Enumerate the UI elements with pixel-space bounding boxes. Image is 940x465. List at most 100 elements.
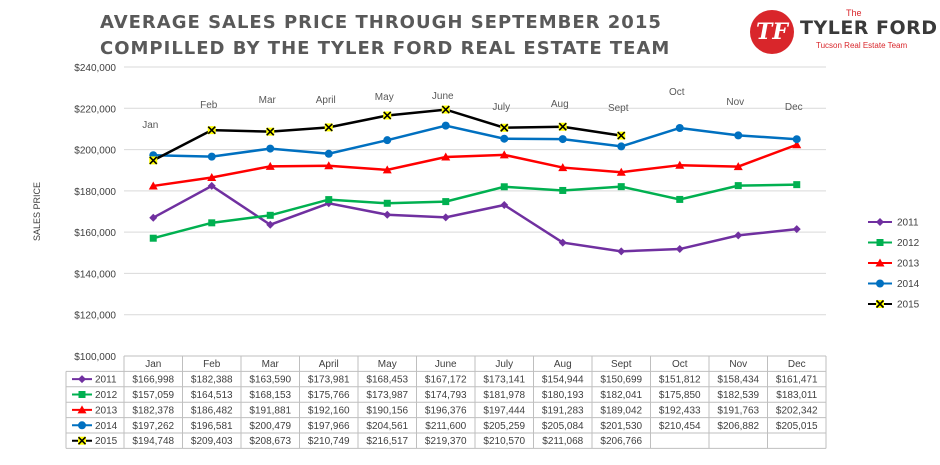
data-point-2015: [207, 126, 216, 135]
table-value-cell: $181,978: [483, 390, 525, 401]
table-value-cell: $173,141: [483, 375, 525, 386]
data-point-2014: [266, 144, 275, 153]
tf-logo-icon: TF: [750, 10, 794, 54]
x-category-label: Aug: [554, 359, 572, 370]
tyler-ford-logo: TF The TYLER FORD Tucson Real Estate Tea…: [750, 8, 937, 58]
table-value-cell: $191,763: [717, 405, 759, 416]
month-annotation: June: [432, 91, 454, 102]
table-series-name: 2013: [95, 405, 118, 416]
data-point-2013: [265, 161, 275, 170]
legend-label: 2011: [897, 218, 919, 229]
data-point-2013: [733, 162, 743, 171]
table-value-cell: $219,370: [425, 436, 467, 447]
table-value-cell: $175,766: [308, 390, 350, 401]
x-category-label: Mar: [262, 359, 280, 370]
series-line-2013: [153, 143, 798, 188]
legend-label: 2012: [897, 238, 920, 249]
legend-marker-2013: [875, 258, 885, 267]
y-tick-label: $240,000: [74, 63, 116, 74]
table-value-cell: $180,193: [542, 390, 584, 401]
table-value-cell: $210,570: [483, 436, 525, 447]
table-value-cell: $202,342: [776, 405, 818, 416]
table-value-cell: $205,084: [542, 421, 584, 432]
data-point-2012: [676, 195, 684, 203]
data-point-2014: [207, 152, 216, 161]
table-value-cell: $166,998: [132, 375, 174, 386]
table-value-cell: $201,530: [600, 421, 642, 432]
table-legend-marker-2011: [78, 375, 86, 384]
table-value-cell: $168,153: [249, 390, 291, 401]
table-value-cell: $192,433: [659, 405, 701, 416]
month-annotation: Aug: [551, 99, 569, 110]
data-point-2013: [441, 152, 451, 161]
y-tick-label: $160,000: [74, 228, 116, 239]
table-series-name: 2015: [95, 436, 118, 447]
chart-title-line-1: AVERAGE SALES PRICE THROUGH SEPTEMBER 20…: [100, 12, 662, 33]
table-legend-marker-2012: [78, 391, 86, 398]
table-value-cell: $173,981: [308, 375, 350, 386]
table-value-cell: $174,793: [425, 390, 467, 401]
table-value-cell: $216,517: [366, 436, 408, 447]
x-category-label: Oct: [672, 359, 688, 370]
table-series-name: 2012: [95, 390, 118, 401]
table-value-cell: $196,376: [425, 405, 467, 416]
table-value-cell: $200,479: [249, 421, 291, 432]
table-value-cell: $168,453: [366, 375, 408, 386]
month-annotation: Sept: [608, 103, 629, 114]
table-legend-marker-2014: [78, 421, 86, 430]
month-annotation: Feb: [200, 100, 218, 111]
table-value-cell: $210,749: [308, 436, 350, 447]
y-tick-label: $220,000: [74, 104, 116, 115]
series-line-2011: [152, 184, 797, 253]
data-point-2012: [266, 211, 274, 219]
table-value-cell: $161,471: [776, 375, 818, 386]
data-point-2011: [617, 247, 626, 256]
series-line-2012: [152, 183, 797, 240]
data-point-2012: [208, 219, 216, 227]
data-point-2011: [149, 213, 158, 222]
table-value-cell: $150,699: [600, 375, 642, 386]
table-value-cell: $164,513: [191, 390, 233, 401]
series-line-2014: [153, 124, 797, 158]
data-point-2012: [500, 183, 508, 191]
x-category-label: April: [319, 359, 339, 370]
data-point-2012: [617, 183, 625, 191]
data-point-2015: [500, 123, 509, 132]
table-value-cell: $211,068: [542, 436, 583, 447]
table-value-cell: $209,403: [191, 436, 233, 447]
table-value-cell: $157,059: [132, 390, 174, 401]
data-point-2012: [559, 186, 567, 194]
data-point-2012: [442, 198, 450, 206]
table-value-cell: $197,444: [483, 405, 525, 416]
data-point-2011: [266, 220, 275, 229]
data-point-2015: [266, 127, 275, 136]
y-tick-label: $120,000: [74, 311, 116, 322]
table-value-cell: $206,882: [717, 421, 759, 432]
data-point-2013: [616, 167, 626, 176]
data-point-2014: [734, 131, 743, 140]
chart-title-line-2: COMPILLED BY THE TYLER FORD REAL ESTATE …: [100, 38, 671, 59]
month-annotation: Mar: [259, 95, 277, 106]
data-point-2014: [441, 121, 450, 130]
x-category-label: Jan: [145, 359, 161, 370]
legend-label: 2013: [897, 259, 920, 270]
table-value-cell: $210,454: [659, 421, 701, 432]
table-value-cell: $191,881: [249, 405, 291, 416]
table-value-cell: $186,482: [191, 405, 233, 416]
data-point-2011: [558, 238, 567, 247]
legend-marker-2012: [876, 239, 884, 246]
y-axis-label: SALES PRICE: [32, 182, 42, 241]
table-value-cell: $167,172: [425, 375, 467, 386]
table-value-cell: $194,748: [132, 436, 174, 447]
table-value-cell: $182,388: [191, 375, 233, 386]
data-point-2014: [500, 134, 509, 143]
month-annotation: Oct: [669, 87, 685, 98]
table-value-cell: $190,156: [366, 405, 408, 416]
data-point-2014: [617, 142, 626, 151]
logo-tagline: Tucson Real Estate Team: [816, 41, 908, 50]
data-point-2013: [382, 165, 392, 174]
data-point-2013: [558, 163, 568, 172]
table-value-cell: $182,539: [717, 390, 759, 401]
data-point-2012: [149, 234, 157, 242]
